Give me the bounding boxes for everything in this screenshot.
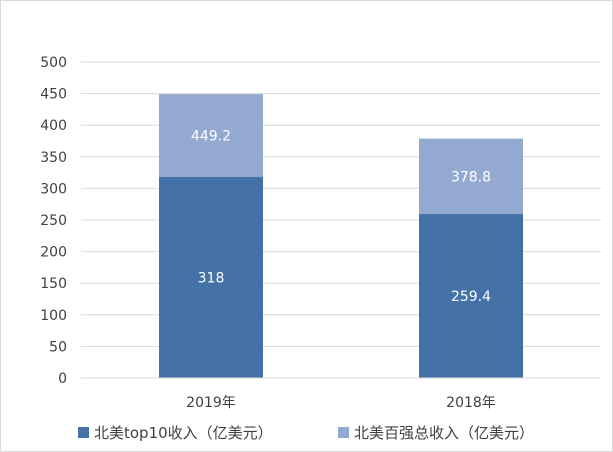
data-label-top10: 318 — [198, 271, 225, 287]
data-labels: 449.2 318 378.8 259.4 — [191, 129, 491, 305]
x-axis-categories: 2019年 2018年 — [186, 395, 496, 411]
legend-swatch — [78, 427, 89, 438]
bar-top10-0 — [159, 177, 263, 378]
y-tick-label: 450 — [40, 87, 67, 103]
y-tick-label: 50 — [49, 339, 67, 355]
y-tick-label: 300 — [40, 181, 67, 197]
y-tick-label: 200 — [40, 245, 67, 261]
bars — [159, 94, 523, 379]
legend: 北美top10收入（亿美元） 北美百强总收入（亿美元） — [78, 424, 534, 442]
y-tick-label: 150 — [40, 276, 67, 292]
data-label-top100: 449.2 — [191, 129, 231, 145]
data-label-top10: 259.4 — [451, 289, 491, 305]
legend-swatch — [338, 427, 349, 438]
y-tick-label: 250 — [40, 213, 67, 229]
y-tick-label: 100 — [40, 308, 67, 324]
legend-label: 北美百强总收入（亿美元） — [354, 424, 534, 442]
bar-top10-1 — [419, 214, 523, 378]
data-label-top100: 378.8 — [451, 169, 491, 185]
y-tick-label: 0 — [58, 371, 67, 387]
y-axis-ticks: 0 50 100 150 200 250 300 350 400 450 500 — [40, 55, 67, 387]
y-tick-label: 350 — [40, 150, 67, 166]
x-category-label: 2018年 — [446, 395, 496, 411]
x-category-label: 2019年 — [186, 395, 236, 411]
legend-label: 北美top10收入（亿美元） — [94, 424, 273, 442]
y-tick-label: 500 — [40, 55, 67, 71]
y-tick-label: 400 — [40, 118, 67, 134]
